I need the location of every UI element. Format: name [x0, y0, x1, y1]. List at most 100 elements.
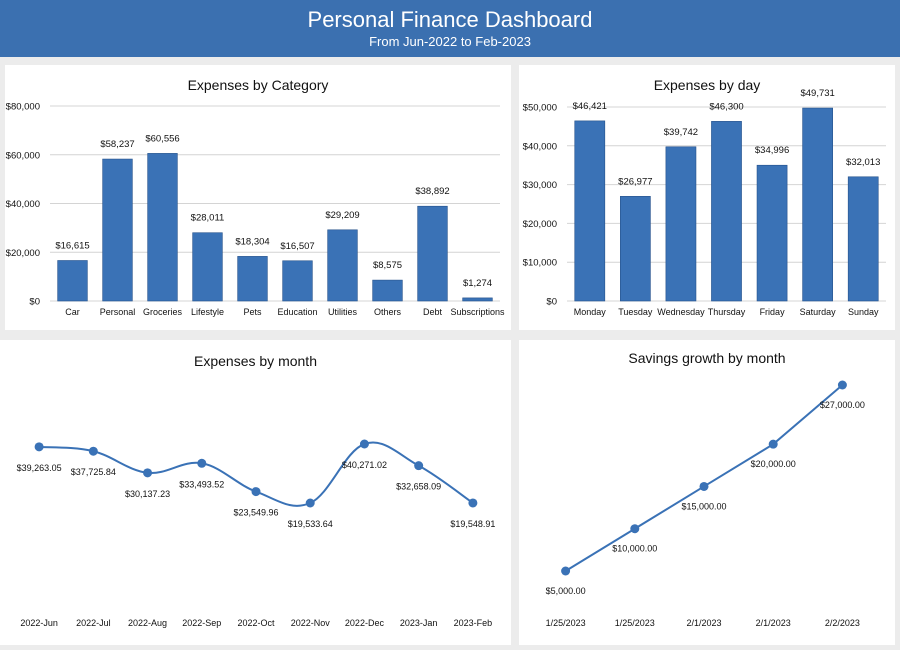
bar: [574, 120, 606, 302]
data-label: $49,731: [800, 88, 834, 99]
chart-title: Expenses by day: [653, 77, 761, 93]
expenses-by-month-panel: $39,263.05 2022-Jun $37,725.84 2022-Jul $30,…: [0, 340, 511, 645]
data-point: [468, 498, 478, 508]
data-label: $15,000.00: [681, 501, 726, 511]
x-tick-label: Monday: [574, 307, 607, 317]
y-tick-label: $0: [546, 297, 557, 308]
x-tick-label: 2022-Oct: [237, 618, 275, 628]
x-tick-label: 2/1/2023: [686, 618, 721, 628]
data-label: $39,742: [664, 127, 698, 138]
x-tick-label: 2022-Jul: [76, 618, 111, 628]
bar: [847, 176, 879, 302]
data-label: $33,493.52: [179, 479, 224, 489]
x-tick-label: 2022-Jun: [20, 618, 58, 628]
bar: [327, 229, 358, 302]
data-point: [699, 481, 709, 491]
data-label: $46,421: [573, 101, 607, 112]
x-tick-label: Tuesday: [618, 307, 653, 317]
expenses-by-month-chart: $39,263.05 2022-Jun $37,725.84 2022-Jul $30,…: [17, 439, 495, 628]
data-label: $40,271.02: [342, 460, 387, 470]
data-point: [561, 566, 571, 576]
data-label: $5,000.00: [546, 586, 586, 596]
bar: [237, 256, 268, 302]
bar: [282, 260, 313, 302]
chart-title: Savings growth by month: [628, 350, 786, 366]
data-label: $58,237: [100, 139, 134, 150]
data-point: [251, 487, 261, 497]
x-tick-label: Thursday: [708, 307, 746, 317]
y-tick-label: $40,000: [6, 199, 40, 210]
data-label: $30,137.23: [125, 489, 170, 499]
savings-growth-chart: $5,000.00 1/25/2023 $10,000.00 1/25/2023 $15…: [546, 380, 865, 628]
dashboard-header: Personal Finance Dashboard From Jun-2022…: [0, 0, 900, 57]
x-tick-label: Lifestyle: [191, 307, 224, 317]
x-tick-label: Wednesday: [657, 307, 705, 317]
expenses-by-day-panel: $0 $10,000 $20,000 $30,000 $40,000 $50,000 $46…: [519, 65, 895, 330]
data-point: [305, 498, 315, 508]
y-tick-label: $50,000: [523, 103, 557, 114]
x-tick-label: 2/1/2023: [756, 618, 791, 628]
bar: [462, 297, 493, 302]
data-label: $26,977: [618, 176, 652, 187]
chart-title: Expenses by Category: [187, 77, 329, 93]
x-tick-label: Saturday: [800, 307, 837, 317]
x-tick-label: Pets: [243, 307, 262, 317]
data-label: $32,013: [846, 157, 880, 168]
data-label: $18,304: [235, 236, 269, 247]
data-point: [143, 468, 153, 478]
x-tick-label: 2022-Aug: [128, 618, 167, 628]
bar: [711, 121, 742, 302]
x-tick-label: 1/25/2023: [615, 618, 655, 628]
y-tick-label: $60,000: [6, 150, 40, 161]
data-label: $39,263.05: [17, 463, 62, 473]
x-tick-label: Groceries: [143, 307, 183, 317]
bar: [372, 279, 403, 302]
data-label: $20,000.00: [751, 459, 796, 469]
data-label: $28,011: [191, 213, 225, 224]
bar: [417, 205, 448, 302]
y-tick-label: $20,000: [6, 248, 40, 259]
data-label: $8,575: [373, 260, 402, 271]
y-tick-label: $20,000: [523, 219, 557, 230]
data-label: $1,274: [463, 278, 492, 289]
data-label: $23,549.96: [233, 508, 278, 518]
data-label: $32,658.09: [396, 482, 441, 492]
expenses-by-category-chart: $0 $20,000 $40,000 $60,000 $80,000 $16,615 Car…: [6, 102, 505, 318]
data-label: $19,548.91: [450, 519, 495, 529]
x-tick-label: 2023-Feb: [454, 618, 493, 628]
savings-growth-panel: $5,000.00 1/25/2023 $10,000.00 1/25/2023 $15…: [519, 340, 895, 645]
x-tick-label: 2022-Sep: [182, 618, 221, 628]
x-tick-label: 2022-Nov: [291, 618, 331, 628]
x-tick-label: 2023-Jan: [400, 618, 438, 628]
data-point: [768, 439, 778, 449]
data-label: $34,996: [755, 145, 789, 156]
bar: [147, 153, 178, 302]
x-tick-label: Others: [374, 307, 402, 317]
x-tick-label: Utilities: [328, 307, 358, 317]
data-point: [197, 458, 207, 468]
data-label: $27,000.00: [820, 400, 865, 410]
bar: [102, 158, 133, 302]
bar: [620, 196, 651, 302]
y-tick-label: $80,000: [6, 102, 40, 113]
data-label: $10,000.00: [612, 544, 657, 554]
x-tick-label: Sunday: [848, 307, 879, 317]
bar: [802, 107, 833, 302]
bar: [756, 164, 788, 302]
data-point: [414, 461, 424, 471]
y-tick-label: $40,000: [523, 141, 557, 152]
series-line: [39, 441, 474, 507]
expenses-by-category-panel: $0 $20,000 $40,000 $60,000 $80,000 $16,615 Car…: [5, 65, 511, 330]
bar: [192, 232, 223, 302]
x-tick-label: Friday: [760, 307, 786, 317]
chart-title: Expenses by month: [194, 353, 317, 369]
expenses-by-day-chart: $0 $10,000 $20,000 $30,000 $40,000 $50,000 $46…: [523, 88, 886, 317]
x-tick-label: Debt: [423, 307, 443, 317]
data-label: $38,892: [415, 186, 449, 197]
data-label: $37,725.84: [71, 467, 116, 477]
data-label: $60,556: [145, 133, 179, 144]
dashboard-title: Personal Finance Dashboard: [307, 7, 593, 32]
bar: [57, 260, 88, 302]
data-point: [837, 380, 847, 390]
data-label: $29,209: [325, 210, 359, 221]
